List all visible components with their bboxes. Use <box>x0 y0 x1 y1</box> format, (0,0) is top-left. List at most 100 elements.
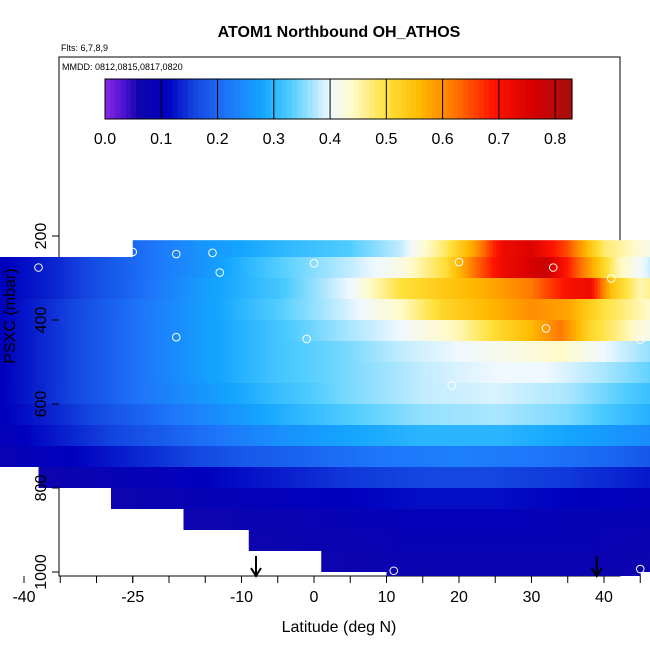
heatmap-cell <box>229 404 233 425</box>
heatmap-cell <box>319 425 323 446</box>
colorbar-segment <box>416 79 423 119</box>
heatmap-cell <box>369 257 373 278</box>
heatmap-cell <box>363 320 367 341</box>
heatmap-cell <box>537 240 542 257</box>
heatmap-cell <box>562 446 566 467</box>
heatmap-cell <box>130 425 134 446</box>
heatmap-cell <box>636 488 640 509</box>
heatmap-cell <box>589 404 593 425</box>
heatmap-cell <box>64 299 69 320</box>
heatmap-cell <box>522 278 526 299</box>
heatmap-cell <box>75 320 79 341</box>
heatmap-cell <box>427 446 431 467</box>
heatmap-cell <box>141 341 145 362</box>
heatmap-cell <box>435 341 439 362</box>
heatmap-cell <box>549 509 553 530</box>
heatmap-cell <box>537 341 541 362</box>
heatmap-cell <box>487 383 491 404</box>
heatmap-cell <box>139 404 143 425</box>
heatmap-cell <box>552 278 556 299</box>
heatmap-cell <box>621 278 625 299</box>
heatmap-cell <box>54 341 58 362</box>
heatmap-cell <box>259 446 263 467</box>
heatmap-cell <box>215 467 219 488</box>
heatmap-cell <box>357 257 361 278</box>
heatmap-cell <box>504 320 508 341</box>
heatmap-cell <box>189 240 194 257</box>
heatmap-cell <box>264 488 268 509</box>
heatmap-cell <box>223 383 227 404</box>
heatmap-cell <box>228 362 232 383</box>
heatmap-cell <box>613 425 617 446</box>
heatmap-cell <box>168 240 173 257</box>
heatmap-cell <box>88 404 92 425</box>
heatmap-cell <box>198 488 202 509</box>
heatmap-cell <box>42 257 46 278</box>
heatmap-cell <box>358 299 363 320</box>
heatmap-cell <box>18 320 22 341</box>
heatmap-cell <box>579 488 583 509</box>
heatmap-cell <box>633 509 637 530</box>
heatmap-cell <box>306 509 310 530</box>
heatmap-cell <box>264 509 268 530</box>
heatmap-cell <box>536 467 540 488</box>
heatmap-cell <box>165 278 169 299</box>
heatmap-cell <box>30 278 34 299</box>
heatmap-cell <box>484 446 488 467</box>
heatmap-cell <box>346 446 350 467</box>
heatmap-cell <box>283 446 287 467</box>
heatmap-cell <box>267 320 271 341</box>
heatmap-cell <box>346 425 350 446</box>
heatmap-cell <box>66 278 70 299</box>
heatmap-cell <box>177 240 182 257</box>
heatmap-cell <box>25 299 30 320</box>
heatmap-cell <box>565 425 569 446</box>
heatmap-cell <box>376 425 380 446</box>
heatmap-cell <box>550 404 554 425</box>
heatmap-cell <box>196 404 200 425</box>
heatmap-cell <box>88 299 93 320</box>
heatmap-cell <box>207 320 211 341</box>
heatmap-cell <box>347 467 351 488</box>
heatmap-cell <box>424 299 429 320</box>
heatmap-cell <box>0 425 2 446</box>
heatmap-cell <box>374 530 379 551</box>
heatmap-cell <box>375 320 379 341</box>
heatmap-cell <box>204 320 208 341</box>
heatmap-cell <box>156 257 160 278</box>
heatmap-cell <box>247 299 252 320</box>
heatmap-cell <box>399 257 403 278</box>
heatmap-cell <box>153 257 157 278</box>
heatmap-cell <box>50 467 54 488</box>
heatmap-cell <box>147 362 151 383</box>
heatmap-cell <box>201 509 205 530</box>
heatmap-cell <box>560 530 565 551</box>
heatmap-cell <box>462 240 467 257</box>
heatmap-cell <box>604 446 608 467</box>
heatmap-cell <box>507 488 511 509</box>
heatmap-cell <box>536 530 541 551</box>
heatmap-cell <box>518 530 523 551</box>
heatmap-cell <box>489 278 493 299</box>
heatmap-cell <box>443 530 448 551</box>
heatmap-cell <box>510 362 514 383</box>
heatmap-cell <box>252 509 256 530</box>
heatmap-cell <box>185 467 189 488</box>
heatmap-cell <box>582 320 586 341</box>
heatmap-cell <box>231 257 235 278</box>
heatmap-cell <box>186 320 190 341</box>
heatmap-cell <box>567 509 571 530</box>
heatmap-cell <box>145 425 149 446</box>
heatmap-cell <box>559 383 563 404</box>
heatmap-cell <box>216 341 220 362</box>
heatmap-cell <box>147 240 152 257</box>
heatmap-cell <box>592 404 596 425</box>
heatmap-cell <box>634 299 639 320</box>
heatmap-cell <box>398 467 402 488</box>
heatmap-cell <box>149 467 153 488</box>
heatmap-cell <box>325 404 329 425</box>
heatmap-cell <box>168 257 172 278</box>
heatmap-cell <box>480 362 484 383</box>
heatmap-cell <box>372 320 376 341</box>
heatmap-cell <box>127 446 131 467</box>
